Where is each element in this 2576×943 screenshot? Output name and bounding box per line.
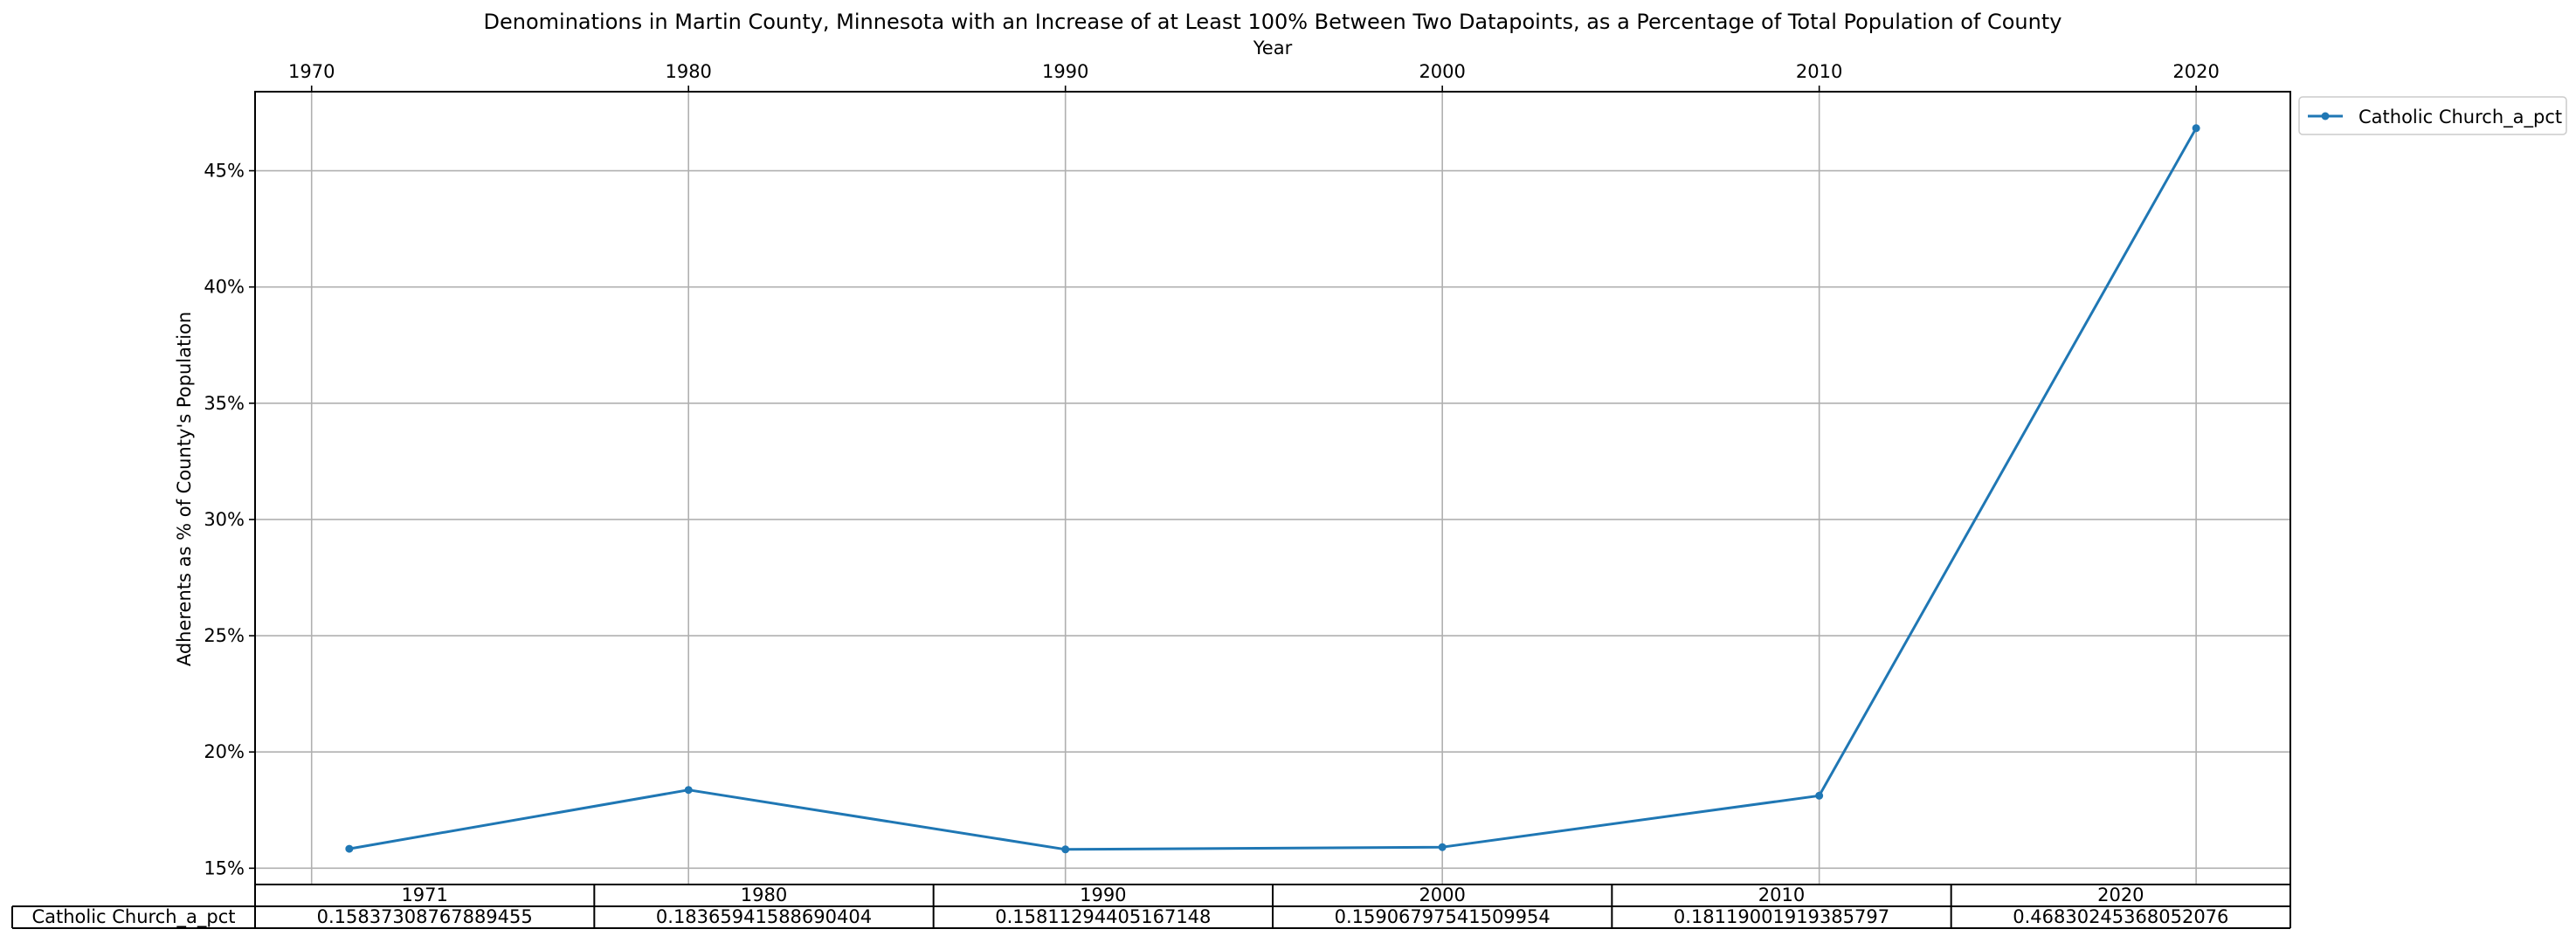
table-column-header: 2010	[1758, 884, 1805, 905]
data-point	[684, 786, 693, 795]
legend-label: Catholic Church_a_pct	[2358, 107, 2562, 128]
series-line	[349, 127, 2198, 851]
y-tick-label: 20%	[204, 741, 245, 762]
y-tick-label: 35%	[204, 393, 245, 414]
data-table: 1971 1980 1990 2000 2010 2020 Catholic Church_…	[11, 884, 2291, 929]
table-column-header: 2020	[2097, 884, 2144, 905]
table-column-header: 1990	[1080, 884, 1126, 905]
data-point	[1061, 845, 1070, 854]
table-cell: 0.15906797541509954	[1335, 906, 1550, 927]
table-column-header: 1971	[401, 884, 447, 905]
data-point	[1438, 843, 1447, 851]
x-tick-label: 1980	[665, 61, 711, 82]
table-cell: 0.18365941588690404	[656, 906, 872, 927]
y-tick-label: 40%	[204, 277, 245, 298]
grid-lines	[255, 92, 2290, 884]
table-column-header: 1980	[741, 884, 787, 905]
table-row-label: Catholic Church_a_pct	[31, 906, 235, 928]
data-point	[1815, 791, 1824, 800]
y-tick-label: 45%	[204, 161, 245, 182]
table-cell: 0.46830245368052076	[2013, 906, 2228, 927]
table-cell: 0.18119001919385797	[1674, 906, 1889, 927]
table-cell: 0.15811294405167148	[995, 906, 1211, 927]
data-point	[345, 844, 354, 853]
x-tick-label: 2000	[1419, 61, 1465, 82]
series-layer	[345, 124, 2200, 854]
tick-layer: 1970 1980 1990 2000 2010 2020 15% 20% 25% 30% 35% 4…	[204, 61, 2220, 878]
x-tick-label: 1990	[1042, 61, 1088, 82]
y-tick-label: 30%	[204, 509, 245, 530]
x-tick-label: 2010	[1796, 61, 1842, 82]
data-point	[2192, 124, 2200, 133]
table-column-header: 2000	[1419, 884, 1465, 905]
legend: Catholic Church_a_pct	[2298, 96, 2567, 135]
y-tick-label: 15%	[204, 857, 245, 878]
legend-swatch-marker	[2321, 112, 2330, 120]
y-tick-label: 25%	[204, 625, 245, 646]
table-cell: 0.15837308767889455	[317, 906, 533, 927]
x-tick-label: 2020	[2172, 61, 2219, 82]
chart-title: Denominations in Martin County, Minnesot…	[484, 10, 2062, 34]
plot-frame	[254, 91, 2291, 885]
y-axis-label: Adherents as % of County's Population	[174, 312, 195, 666]
legend-box	[2298, 96, 2567, 135]
x-tick-label: 1970	[288, 61, 335, 82]
x-axis-label: Year	[1253, 38, 1293, 59]
